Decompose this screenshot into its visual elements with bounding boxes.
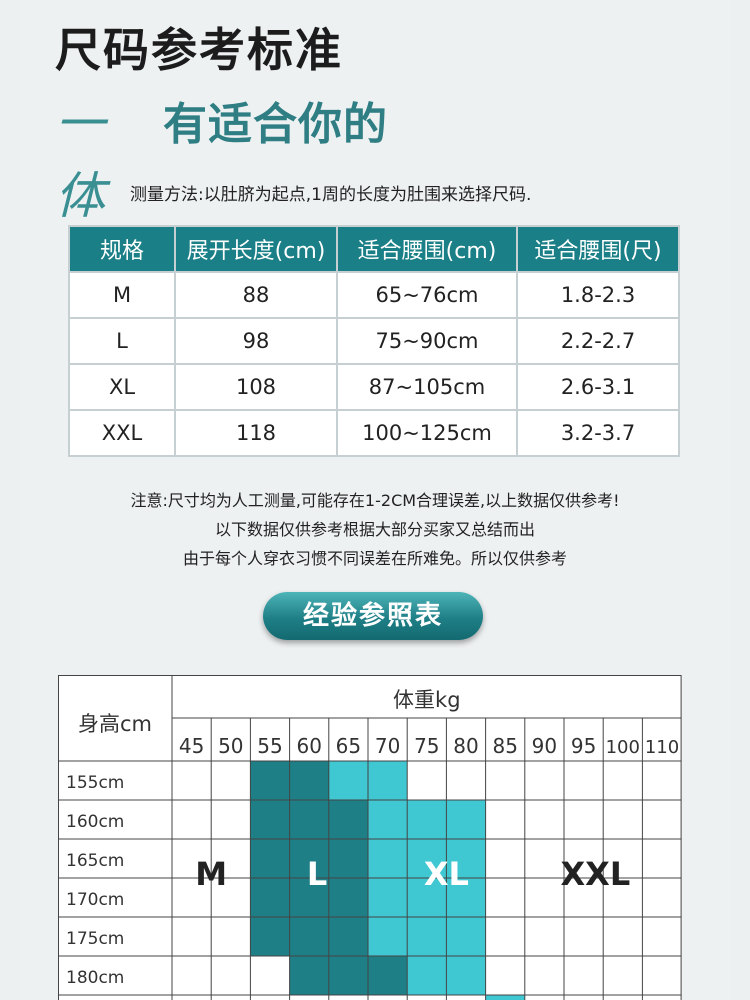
weight-label: 45 xyxy=(179,734,204,758)
weight-label: 65 xyxy=(336,734,361,758)
size-zone-cell xyxy=(368,800,486,839)
cell-waist-chi: 2.6-3.1 xyxy=(516,363,680,411)
weight-label: 75 xyxy=(414,734,439,758)
size-zone-cell xyxy=(368,917,486,956)
weight-header: 体重kg xyxy=(393,688,461,712)
size-zone-label: XXL xyxy=(560,855,630,893)
cell-waist-chi: 1.8-2.3 xyxy=(516,271,680,319)
header-length: 展开长度(cm) xyxy=(174,225,338,273)
cell-length: 108 xyxy=(174,363,338,411)
weight-label: 90 xyxy=(532,734,557,758)
height-label: 160cm xyxy=(66,812,124,832)
note-line: 注意:尺寸均为人工测量,可能存在1-2CM合理误差,以上数据仅供参考! xyxy=(130,491,620,510)
height-label: 180cm xyxy=(66,968,124,988)
weight-label: 55 xyxy=(257,734,282,758)
size-table-header: 规格 展开长度(cm) 适合腰围(cm) 适合腰围(尺) xyxy=(68,225,680,273)
height-weight-chart: 身高cm 体重kg 45 50 55 60 65 70 75 80 85 90 95 100 110 155c… xyxy=(58,675,690,1000)
weight-label: 110 xyxy=(645,737,679,758)
cell-size: M xyxy=(68,271,176,319)
experience-chart-label: 经验参照表 xyxy=(263,592,483,640)
cell-waist-cm: 100~125cm xyxy=(336,409,518,457)
header-size: 规格 xyxy=(68,225,176,273)
note-line: 由于每个人穿衣习惯不同误差在所难免。所以仅供参考 xyxy=(182,549,567,568)
height-label: 170cm xyxy=(66,890,124,910)
cell-waist-chi: 2.2-2.7 xyxy=(516,317,680,365)
weight-label: 85 xyxy=(492,734,517,758)
size-zone-cell xyxy=(289,956,408,995)
size-zone-cell xyxy=(485,995,525,1000)
height-weight-grid: 身高cm 体重kg 45 50 55 60 65 70 75 80 85 90 95 100 110 155c… xyxy=(58,675,682,1000)
height-label: 165cm xyxy=(66,851,124,871)
size-zone-label: XL xyxy=(424,855,469,893)
grid-border xyxy=(58,675,682,1000)
height-label: 155cm xyxy=(66,773,124,793)
cell-size: XXL xyxy=(68,409,176,457)
size-zone-cell xyxy=(250,917,368,956)
subtitle-text: 有适合你的 xyxy=(163,99,388,150)
weight-label: 80 xyxy=(453,734,478,758)
size-table: 规格 展开长度(cm) 适合腰围(cm) 适合腰围(尺) M 88 65~76c… xyxy=(68,225,680,457)
size-zone-cell xyxy=(368,878,486,917)
size-zone-label: L xyxy=(307,855,327,893)
cell-waist-chi: 3.2-3.7 xyxy=(516,409,680,457)
header-waist-chi: 适合腰围(尺) xyxy=(516,225,680,273)
weight-label: 95 xyxy=(571,734,596,758)
notes: 注意:尺寸均为人工测量,可能存在1-2CM合理误差,以上数据仅供参考! 以下数据… xyxy=(0,486,750,573)
height-header: 身高cm xyxy=(78,712,152,736)
cell-size: L xyxy=(68,317,176,365)
page-title: 尺码参考标准 xyxy=(55,23,343,77)
size-zone-cell xyxy=(250,878,368,917)
weight-label: 70 xyxy=(375,734,400,758)
table-row: XXL 118 100~125cm 3.2-3.7 xyxy=(68,409,680,457)
size-zone-label: M xyxy=(195,855,227,893)
size-zone-cell xyxy=(368,839,486,878)
cell-size: XL xyxy=(68,363,176,411)
note-line: 以下数据仅供参考根据大部分买家又总结而出 xyxy=(214,520,535,539)
cell-length: 88 xyxy=(174,271,338,319)
height-label: 175cm xyxy=(66,929,124,949)
table-row: L 98 75~90cm 2.2-2.7 xyxy=(68,317,680,365)
cell-waist-cm: 87~105cm xyxy=(336,363,518,411)
cell-waist-cm: 75~90cm xyxy=(336,317,518,365)
weight-label: 50 xyxy=(218,734,243,758)
cell-waist-cm: 65~76cm xyxy=(336,271,518,319)
weight-label: 100 xyxy=(606,737,640,758)
size-zone-cell xyxy=(250,839,368,878)
cell-length: 98 xyxy=(174,317,338,365)
header-waist-cm: 适合腰围(cm) xyxy=(336,225,518,273)
measure-method-text: 测量方法:以肚脐为起点,1周的长度为肚围来选择尺码. xyxy=(130,185,532,205)
cell-length: 118 xyxy=(174,409,338,457)
size-zone-cell xyxy=(250,800,368,839)
table-row: XL 108 87~105cm 2.6-3.1 xyxy=(68,363,680,411)
subtitle-script: 一体 xyxy=(55,95,105,225)
table-row: M 88 65~76cm 1.8-2.3 xyxy=(68,271,680,319)
weight-label: 60 xyxy=(296,734,321,758)
